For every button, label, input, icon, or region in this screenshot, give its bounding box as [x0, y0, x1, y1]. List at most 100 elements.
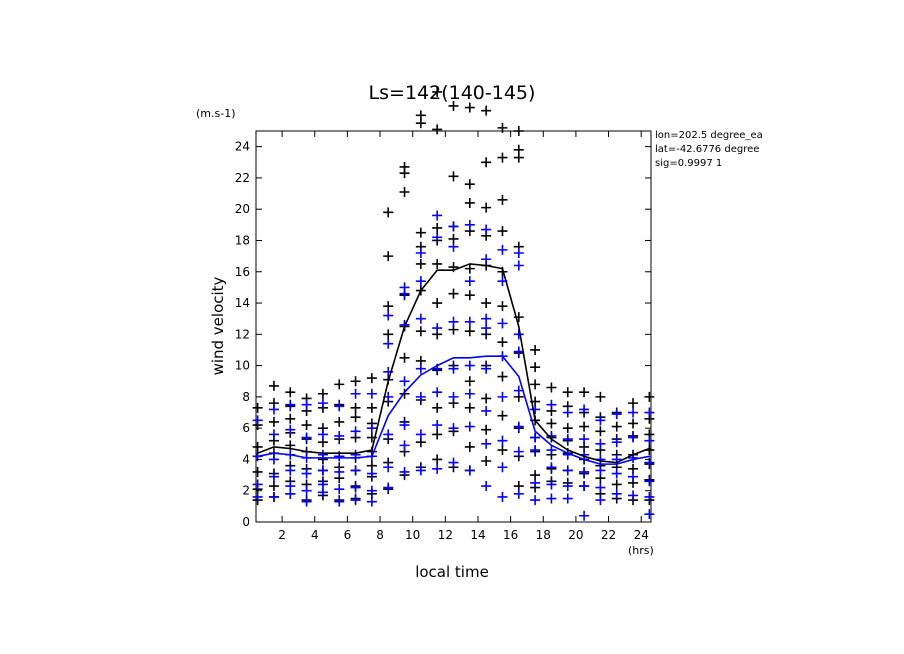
series-0-point-83 [415, 227, 426, 238]
series-0-point-46 [350, 376, 361, 387]
series-1-point-9 [285, 399, 296, 410]
series-0-point-116 [464, 197, 475, 208]
chart-title: Ls=142(140-145) [369, 82, 536, 104]
series-1-point-151 [644, 435, 655, 446]
series-1-point-85 [464, 421, 475, 432]
x-tick-label-1: 4 [311, 528, 319, 542]
series-1-point-99 [497, 391, 508, 402]
series-0-point-38 [334, 379, 345, 390]
series-1-point-135 [595, 438, 606, 449]
series-0-point-143 [497, 371, 508, 382]
series-1-point-82 [464, 316, 475, 327]
series-0-point-65 [383, 329, 394, 340]
series-1-point-86 [464, 465, 475, 476]
series-0-point-125 [481, 105, 492, 116]
x-tick-label-2: 6 [344, 528, 352, 542]
y-tick-label-6: 12 [235, 327, 250, 341]
series-0-point-72 [399, 168, 410, 179]
series-1-point-19 [301, 485, 312, 496]
x-axis-ticks: 2 4 6 8 10 12 14 16 18 20 22 24 [278, 131, 649, 542]
series-0-point-87 [415, 326, 426, 337]
series-1-point-21 [317, 398, 328, 409]
x-tick-label-0: 2 [278, 528, 286, 542]
series-0-point-119 [464, 290, 475, 301]
location-annotations: lon=202.5 degree_ea lat=-42.6776 degree … [655, 130, 763, 169]
series-1-point-83 [464, 360, 475, 371]
plot-frame [255, 130, 652, 523]
series-1-point-139 [595, 495, 606, 506]
series-1-point-84 [464, 388, 475, 399]
series-0-point-207 [644, 391, 655, 402]
x-tick-label-6: 14 [470, 528, 485, 542]
series-1-point-134 [595, 415, 606, 426]
y-tick-label-0: 0 [242, 515, 250, 529]
series-1-point-66 [432, 210, 443, 221]
series-1-point-50 [383, 462, 394, 473]
series-1-point-70 [432, 387, 443, 398]
series-0-point-167 [546, 418, 557, 429]
series-1-point-100 [497, 435, 508, 446]
series-1-point-51 [383, 482, 394, 493]
series-0-point-121 [464, 376, 475, 387]
series-1-point-24 [317, 465, 328, 476]
series-1-point-61 [415, 313, 426, 324]
series-1-point-122 [562, 407, 573, 418]
series-0-point-165 [546, 382, 557, 393]
series-0-point-12 [268, 481, 279, 492]
series-1-point-12 [285, 465, 296, 476]
series-1-point-59 [415, 247, 426, 258]
series-1-point-153 [644, 476, 655, 487]
x-tick-label-8: 18 [536, 528, 551, 542]
series-1-point-64 [415, 429, 426, 440]
series-0-point-120 [464, 326, 475, 337]
y-tick-label-7: 14 [235, 296, 250, 310]
series-0-point-198 [611, 479, 622, 490]
series-1-point-91 [481, 363, 492, 374]
x-tick-label-5: 12 [438, 528, 453, 542]
scatter-points [252, 86, 655, 521]
series-1-point-55 [399, 376, 410, 387]
series-1-point-46 [383, 338, 394, 349]
series-0-point-135 [481, 456, 492, 467]
series-1-point-7 [268, 471, 279, 482]
series-0-point-134 [481, 424, 492, 435]
series-0-point-2 [252, 402, 263, 413]
series-0-point-127 [481, 202, 492, 213]
series-1-point-71 [432, 420, 443, 431]
series-0-point-201 [628, 418, 639, 429]
series-1-point-53 [399, 288, 410, 299]
series-1-point-107 [513, 385, 524, 396]
series-0-point-54 [366, 373, 377, 384]
series-1-point-126 [562, 481, 573, 492]
series-0-point-104 [448, 171, 459, 182]
series-0-point-126 [481, 157, 492, 168]
series-1-point-75 [448, 316, 459, 327]
series-1-point-79 [448, 457, 459, 468]
series-1-point-92 [481, 405, 492, 416]
series-0-point-133 [481, 393, 492, 404]
series-0-point-148 [513, 152, 524, 163]
series-1-point-3 [252, 491, 263, 502]
series-1-point-127 [562, 493, 573, 504]
y-tick-label-9: 18 [235, 233, 250, 247]
series-1-point-32 [334, 496, 345, 507]
series-0-point-136 [497, 122, 508, 133]
series-1-point-5 [268, 429, 279, 440]
series-1-point-78 [448, 423, 459, 434]
series-1-point-113 [530, 445, 541, 456]
series-1-point-87 [481, 224, 492, 235]
series-1-point-81 [464, 276, 475, 287]
x-axis-title: local time [415, 563, 489, 581]
series-1-point-95 [497, 244, 508, 255]
series-0-point-73 [399, 186, 410, 197]
series-1-point-28 [334, 430, 345, 441]
series-0-point-94 [432, 222, 443, 233]
series-1-point-132 [579, 481, 590, 492]
series-0-point-96 [432, 258, 443, 269]
series-1-point-148 [628, 471, 639, 482]
x-tick-label-7: 16 [503, 528, 518, 542]
y-tick-label-12: 24 [235, 140, 250, 154]
series-1-point-141 [611, 437, 622, 448]
